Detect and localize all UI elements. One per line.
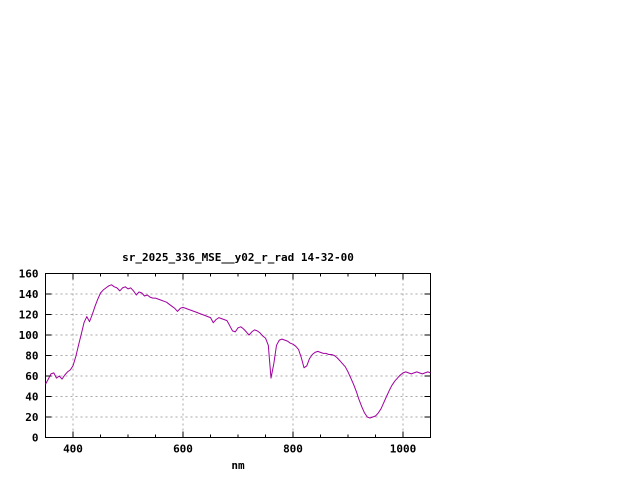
x-tick-label: 400 <box>63 443 83 456</box>
y-tick-label: 100 <box>19 329 39 342</box>
series-line <box>45 284 431 419</box>
y-tick-label: 80 <box>25 350 38 363</box>
y-tick-label: 140 <box>19 288 39 301</box>
y-tick-label: 160 <box>19 268 39 281</box>
x-tick-label: 1000 <box>390 443 417 456</box>
y-tick-label: 60 <box>25 370 38 383</box>
plot-border <box>45 273 431 438</box>
y-tick-label: 40 <box>25 391 38 404</box>
x-tick-label: 600 <box>173 443 193 456</box>
y-tick-label: 120 <box>19 309 39 322</box>
chart-title: sr_2025_336_MSE__y02_r_rad 14-32-00 <box>122 251 354 264</box>
x-tick-label: 800 <box>283 443 303 456</box>
y-tick-label: 20 <box>25 411 38 424</box>
x-axis-label: nm <box>231 459 245 472</box>
y-tick-label: 0 <box>32 432 39 445</box>
